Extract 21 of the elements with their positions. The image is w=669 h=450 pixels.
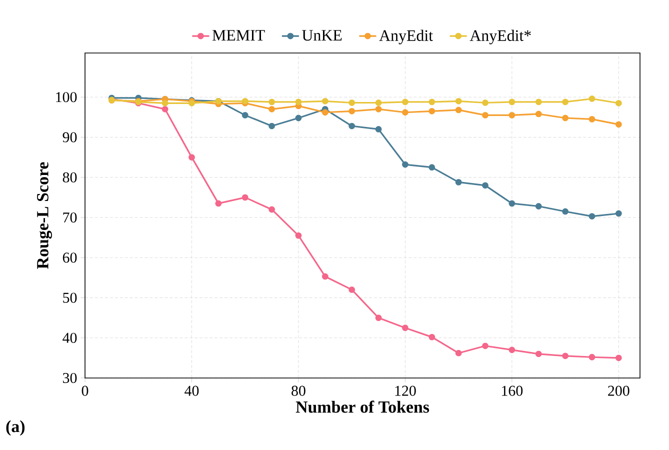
x-tick-label: 160: [502, 386, 523, 396]
legend-label: MEMIT: [212, 30, 265, 41]
x-tick-label: 40: [184, 386, 199, 396]
y-tick-label: 90: [62, 132, 77, 142]
x-tick-label: 200: [608, 386, 630, 396]
y-tick-label: 30: [63, 372, 77, 384]
y-tick-label: 60: [62, 252, 77, 263]
y-tick-label: 100: [56, 92, 77, 102]
y-tick-label: 40: [62, 332, 77, 343]
legend-label: AnyEdit*: [470, 30, 531, 44]
legend-label: AnyEdit: [379, 30, 433, 44]
text: (a): [6, 420, 25, 436]
y-tick-label: 80: [62, 172, 77, 182]
legend-label: UnKE: [302, 30, 342, 41]
x-tick-label: 0: [82, 386, 88, 396]
x-tick-label: 80: [292, 386, 306, 396]
y-tick-label: 70: [63, 212, 77, 223]
y-tick-label: 50: [63, 292, 77, 303]
x-axis-title: Number of Tokens: [296, 400, 430, 413]
x-tick-label: 120: [395, 386, 416, 396]
y-axis-title: Rouge-L Score: [37, 162, 52, 269]
